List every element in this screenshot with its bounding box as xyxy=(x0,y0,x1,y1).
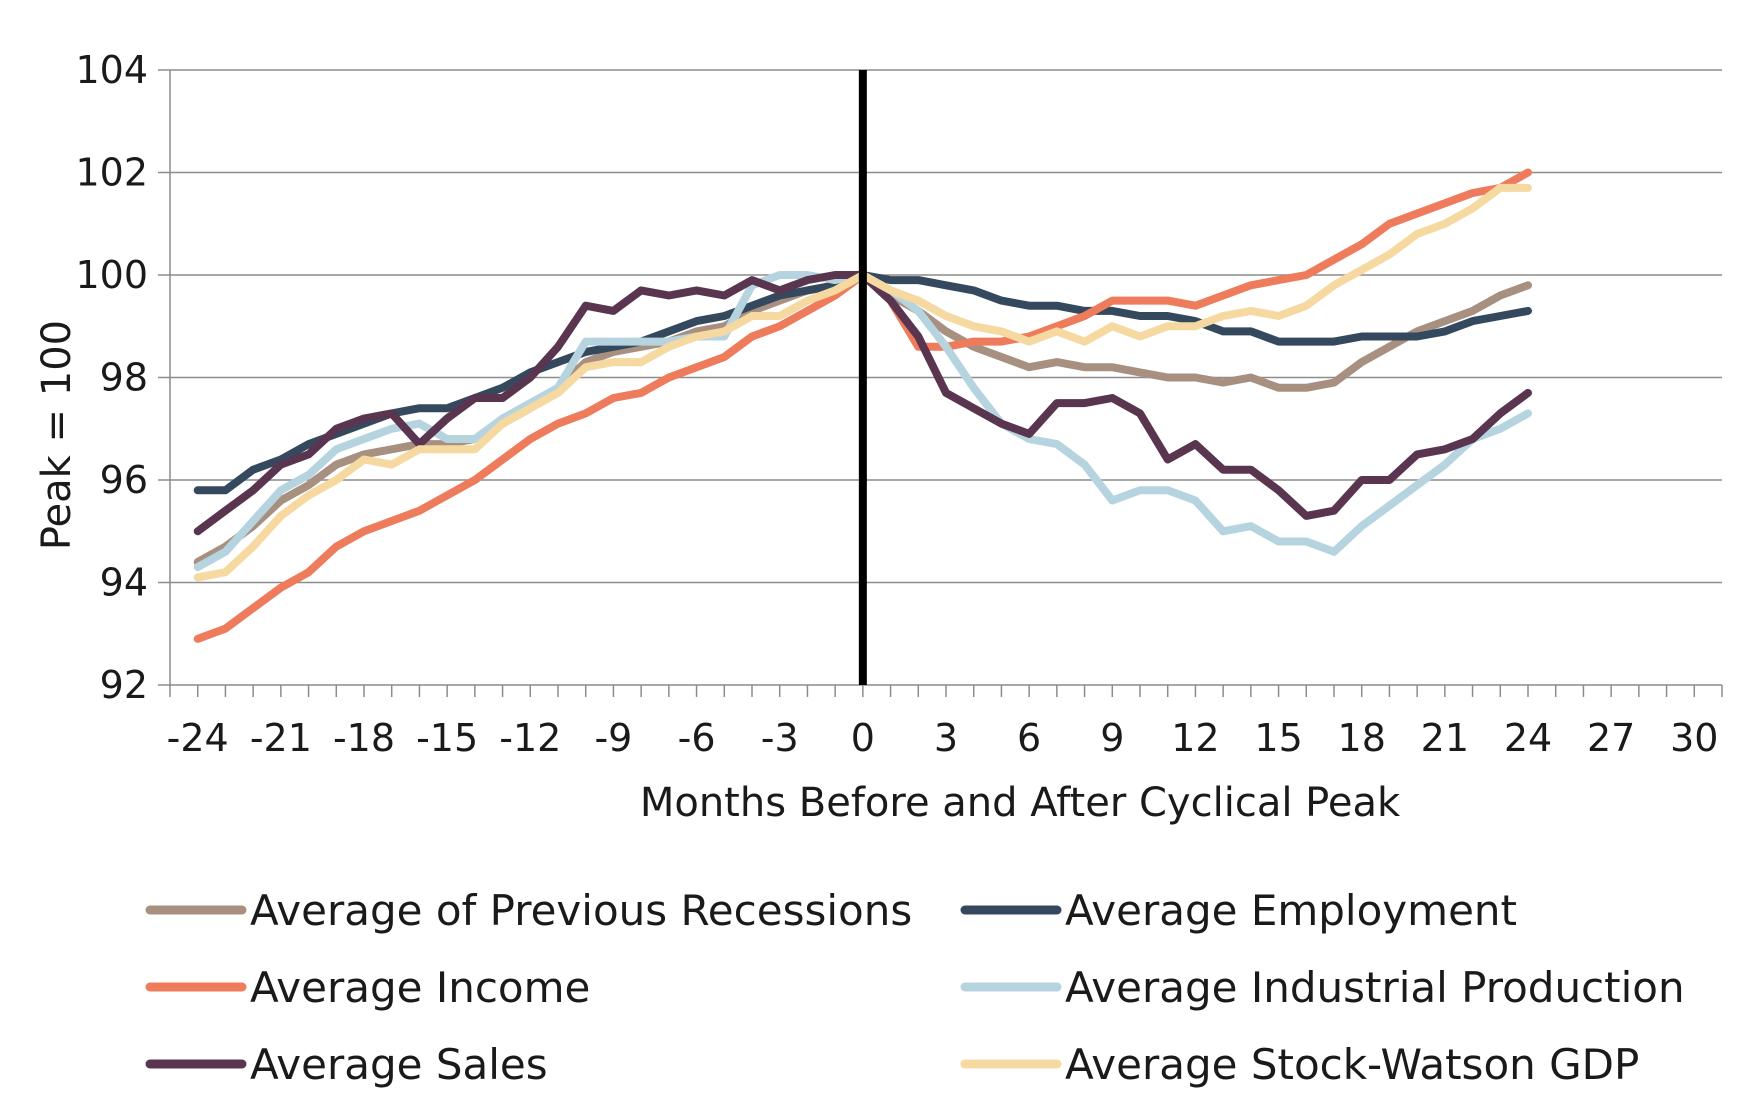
x-tick-label: 21 xyxy=(1421,716,1469,760)
x-tick-label: -3 xyxy=(761,716,799,760)
x-tick-label: -12 xyxy=(499,716,561,760)
x-tick-label: 30 xyxy=(1670,716,1718,760)
x-tick-label: -15 xyxy=(416,716,478,760)
y-tick-label: 92 xyxy=(100,663,148,707)
legend-label-0: Average of Previous Recessions xyxy=(250,886,912,935)
legend-label-4: Average Sales xyxy=(250,1040,548,1089)
axes xyxy=(158,69,1723,697)
legend-label-2: Average Income xyxy=(250,963,590,1012)
y-tick-label: 94 xyxy=(100,561,148,605)
x-tick-label: 18 xyxy=(1338,716,1386,760)
x-tick-label: -24 xyxy=(167,716,229,760)
gridlines xyxy=(170,69,1722,584)
x-tick-label: 3 xyxy=(934,716,958,760)
legend: Average of Previous Recessions Average Em… xyxy=(145,886,1685,1089)
x-tick-label: -21 xyxy=(250,716,312,760)
legend-label-3: Average Industrial Production xyxy=(1065,963,1685,1012)
y-tick-label: 104 xyxy=(75,48,148,92)
x-axis-title: Months Before and After Cyclical Peak xyxy=(640,780,1401,826)
y-tick-label: 102 xyxy=(75,151,148,195)
x-tick-label: 24 xyxy=(1504,716,1552,760)
x-tick-label: 0 xyxy=(851,716,875,760)
y-tick-label: 98 xyxy=(100,356,148,400)
x-tick-label: 9 xyxy=(1100,716,1124,760)
legend-label-5: Average Stock-Watson GDP xyxy=(1065,1040,1639,1089)
x-tick-labels: -24 -21 -18 -15 -12 -9 -6 -3 0 3 6 9 12 15 18 21 24 27 30 xyxy=(167,716,1719,760)
x-tick-label: -6 xyxy=(678,716,716,760)
x-tick-label: -9 xyxy=(594,716,632,760)
y-axis-title: Peak = 100 xyxy=(34,320,80,550)
x-tick-label: 12 xyxy=(1171,716,1219,760)
x-tick-label: 27 xyxy=(1587,716,1635,760)
legend-label-1: Average Employment xyxy=(1065,886,1517,935)
y-tick-labels: 92 94 96 98 100 102 104 xyxy=(75,48,148,707)
y-tick-label: 100 xyxy=(75,253,148,297)
x-tick-label: 6 xyxy=(1017,716,1041,760)
x-tick-label: 15 xyxy=(1254,716,1302,760)
x-tick-label: -18 xyxy=(333,716,395,760)
y-tick-label: 96 xyxy=(100,458,148,502)
